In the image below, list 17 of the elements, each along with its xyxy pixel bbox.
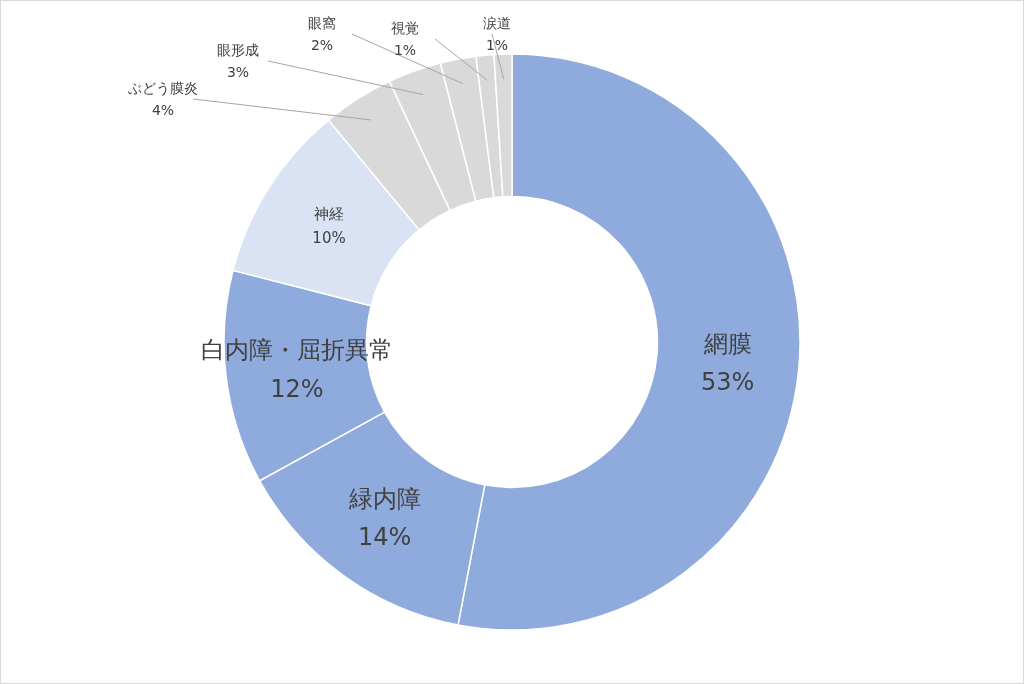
data-label: 53%: [701, 368, 755, 396]
slice-label: 涙道: [483, 15, 511, 31]
slice-label: 視覚: [391, 20, 419, 36]
data-label: 10%: [312, 229, 346, 248]
slice-label: 緑内障: [347, 484, 421, 513]
data-label: 2%: [310, 37, 334, 53]
data-label: 14%: [357, 522, 412, 551]
slice-label: 網膜: [702, 329, 752, 358]
slice-label: 眼形成: [217, 42, 259, 58]
slice-label: 神経: [314, 205, 345, 224]
data-label: 12%: [270, 374, 324, 403]
data-label: 1%: [393, 42, 417, 58]
slice-label: 眼窩: [308, 15, 336, 31]
data-label: 3%: [226, 64, 250, 80]
data-label: 1%: [485, 37, 509, 53]
slice-label: ぶどう膜炎: [128, 80, 198, 96]
data-label: 4%: [151, 102, 175, 118]
